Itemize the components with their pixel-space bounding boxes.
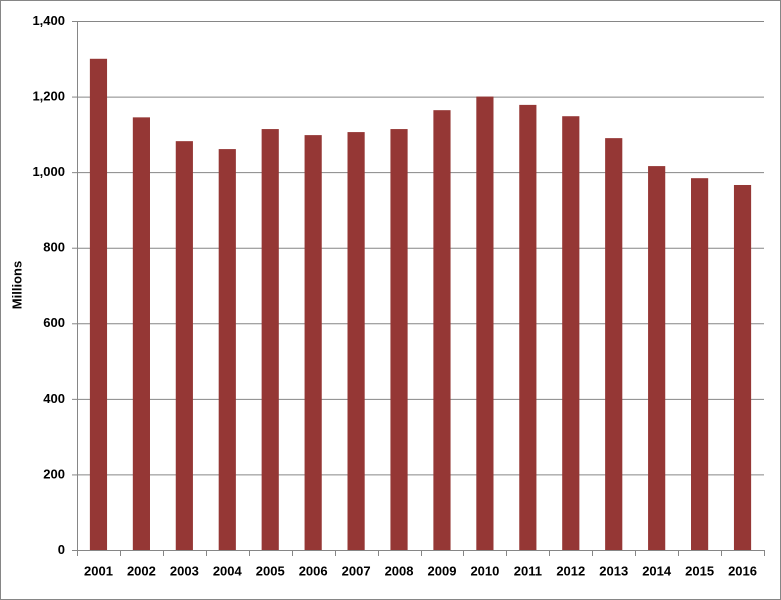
y-tick-label: 1,400	[32, 13, 65, 28]
x-tick-label: 2011	[514, 563, 542, 578]
x-tick-label: 2016	[728, 563, 757, 578]
x-tick-label: 2007	[342, 563, 371, 578]
x-tick-label: 2008	[385, 563, 414, 578]
y-tick-label: 800	[43, 240, 65, 255]
bar	[605, 138, 623, 550]
x-tick-label: 2003	[170, 563, 199, 578]
bar	[562, 116, 580, 550]
bar	[132, 117, 150, 550]
x-tick-label: 2012	[556, 563, 585, 578]
bar	[304, 135, 322, 550]
y-tick-label: 0	[58, 542, 65, 557]
bar	[175, 141, 193, 550]
bar	[89, 58, 108, 551]
x-tick-label: 2005	[256, 563, 285, 578]
bar	[733, 184, 752, 551]
bar	[433, 110, 451, 550]
x-tick-label: 2014	[642, 563, 672, 578]
bar	[347, 132, 365, 550]
x-tick-label: 2002	[127, 563, 156, 578]
bar	[218, 149, 236, 550]
bar	[648, 166, 666, 550]
x-tick-label: 2006	[299, 563, 328, 578]
y-tick-label: 200	[43, 466, 65, 481]
y-tick-label: 600	[43, 315, 65, 330]
x-tick-label: 2015	[685, 563, 714, 578]
y-tick-label: 1,000	[32, 164, 65, 179]
x-tick-label: 2009	[428, 563, 457, 578]
bar	[519, 104, 537, 551]
bar	[691, 178, 709, 550]
bar	[261, 129, 279, 550]
x-tick-label: 2004	[213, 563, 243, 578]
bar	[390, 129, 408, 550]
x-tick-label: 2010	[470, 563, 499, 578]
x-tick-label: 2013	[599, 563, 628, 578]
bar	[476, 96, 494, 551]
y-axis-label: Millions	[9, 261, 24, 309]
y-tick-label: 1,200	[32, 89, 65, 104]
y-tick-label: 400	[43, 391, 65, 406]
x-tick-label: 2001	[84, 563, 113, 578]
